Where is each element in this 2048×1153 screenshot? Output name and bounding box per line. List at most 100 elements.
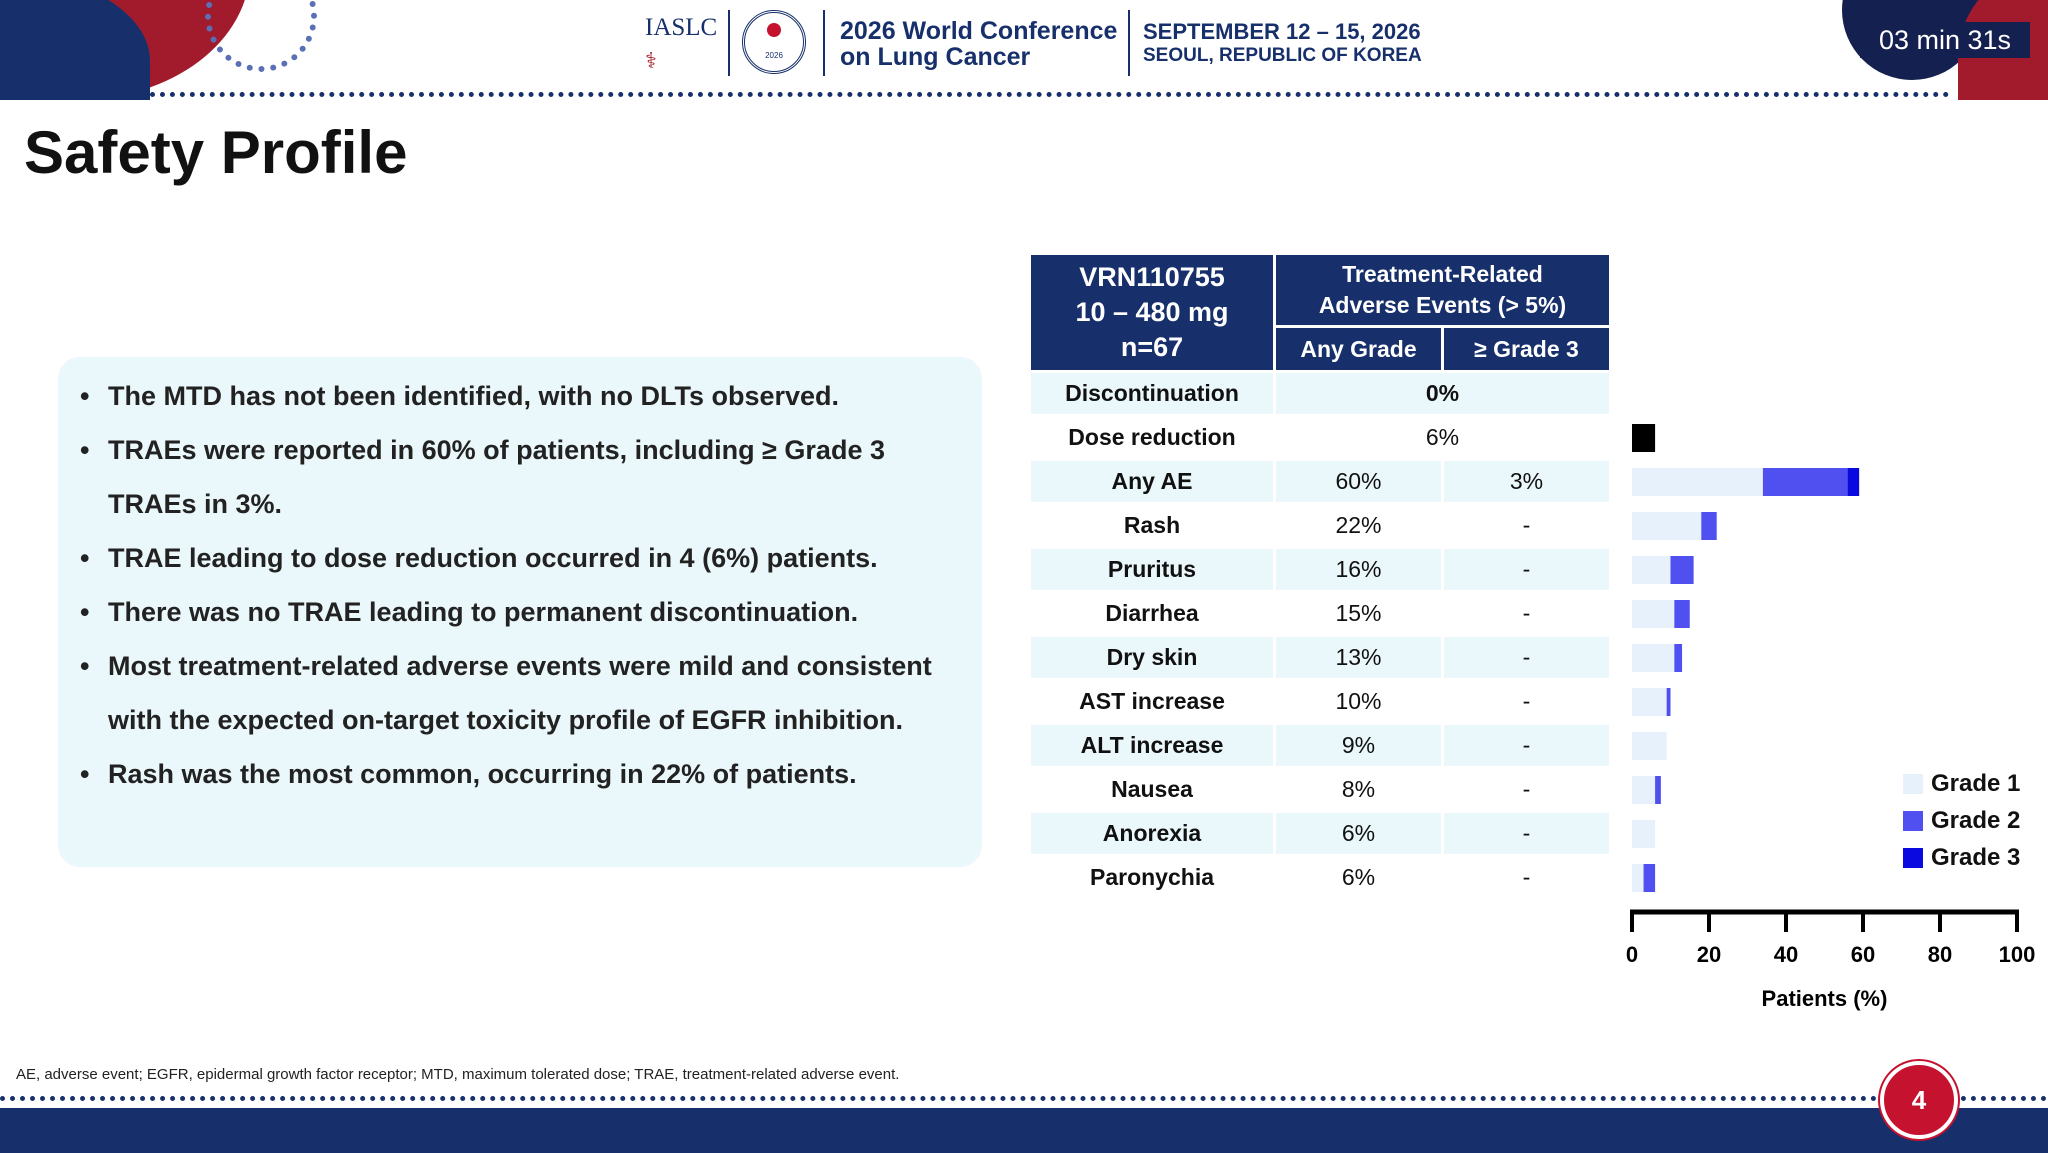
grade3-cell: - — [1522, 776, 1531, 802]
finding-bullet: There was no TRAE leading to permanent d… — [80, 585, 958, 639]
x-tick-label: 60 — [1851, 942, 1875, 967]
drug-sample-size: n=67 — [1120, 332, 1184, 362]
conference-title-line2: on Lung Cancer — [840, 43, 1031, 71]
header-divider — [823, 10, 825, 76]
conference-title: 2026 World Conference on Lung Cancer — [840, 18, 1117, 70]
conference-date-location: SEPTEMBER 12 – 15, 2026 SEOUL, REPUBLIC … — [1143, 20, 1422, 68]
abbreviations-footnote: AE, adverse event; EGFR, epidermal growt… — [16, 1066, 900, 1083]
slide-title: Safety Profile — [24, 119, 408, 186]
x-tick-label: 80 — [1928, 942, 1952, 967]
legend-swatch — [1903, 773, 1923, 794]
finding-bullet: TRAE leading to dose reduction occurred … — [80, 531, 958, 585]
grade3-cell: - — [1444, 549, 1609, 590]
any-grade-cell: 6% — [1341, 864, 1376, 890]
trae-header-line2: Adverse Events (> 5%) — [1318, 292, 1567, 318]
table-row: Nausea 8% - — [1031, 769, 1609, 810]
finding-bullet: Most treatment-related adverse events we… — [80, 639, 958, 747]
any-grade-cell: 15% — [1335, 600, 1382, 626]
row-label: Discontinuation — [1031, 373, 1273, 414]
any-grade-cell: 6% — [1276, 813, 1441, 854]
any-grade-cell: 8% — [1341, 776, 1376, 802]
bar-segment — [1632, 644, 1675, 672]
conference-title-line1: 2026 World Conference — [840, 17, 1118, 45]
bar-segment — [1632, 864, 1644, 892]
grade3-cell: - — [1522, 600, 1531, 626]
legend-swatch — [1903, 847, 1923, 868]
grade3-cell: - — [1444, 813, 1609, 854]
key-findings-box: The MTD has not been identified, with no… — [58, 357, 982, 867]
bar-segment — [1674, 644, 1683, 672]
bar-segment — [1632, 556, 1671, 584]
legend-swatch — [1903, 810, 1923, 831]
bar-segment — [1674, 600, 1690, 628]
legend-label: Grade 1 — [1931, 769, 2021, 797]
x-axis-label: Patients (%) — [1762, 986, 1888, 1011]
bar-segment — [1632, 688, 1667, 716]
trae-bar-chart: 0 20 40 60 80 100 Patients (%) — [1626, 424, 2036, 1011]
legend-item: Grade 1 — [1903, 765, 2020, 802]
table-row: Paronychia 6% - — [1031, 857, 1609, 898]
row-label: Any AE — [1031, 461, 1273, 502]
iaslc-logo: IASLC — [645, 14, 718, 41]
row-label: Paronychia — [1090, 864, 1214, 890]
row-label: Rash — [1123, 512, 1181, 538]
grade3-cell: - — [1444, 725, 1609, 766]
key-findings-list: The MTD has not been identified, with no… — [80, 369, 958, 801]
bar-segment — [1632, 424, 1656, 452]
bar-segment — [1632, 600, 1675, 628]
bar-segment — [1632, 512, 1702, 540]
row-label: AST increase — [1079, 688, 1225, 714]
bar-segment — [1701, 512, 1717, 540]
table-row: AST increase 10% - — [1031, 681, 1609, 722]
header-divider — [728, 10, 730, 76]
table-row: ALT increase 9% - — [1031, 725, 1609, 766]
table-row: Dose reduction 6% — [1031, 417, 1609, 458]
page-number-badge: 4 — [1880, 1061, 1958, 1139]
grade3-cell: - — [1522, 512, 1531, 538]
drug-dose-range: 10 – 480 mg — [1075, 297, 1229, 327]
bar-segment — [1643, 864, 1656, 892]
header-divider — [1128, 10, 1130, 76]
header-decoration-swirl — [205, 0, 317, 72]
table-row: Dry skin 13% - — [1031, 637, 1609, 678]
conference-seal-logo: 2026 — [742, 10, 806, 74]
legend-label: Grade 2 — [1931, 806, 2021, 834]
row-value: 0% — [1276, 373, 1609, 414]
seal-sun-icon — [767, 23, 781, 37]
finding-bullet: The MTD has not been identified, with no… — [80, 369, 958, 423]
lungs-icon: ⚕ — [645, 48, 657, 73]
bar-segment — [1655, 776, 1661, 804]
trae-header-line1: Treatment-Related — [1342, 261, 1543, 287]
any-grade-cell: 9% — [1276, 725, 1441, 766]
bar-segment — [1847, 468, 1860, 496]
row-label: Nausea — [1111, 776, 1193, 802]
legend-item: Grade 2 — [1903, 802, 2020, 839]
x-tick-label: 100 — [1999, 942, 2036, 967]
row-label: ALT increase — [1031, 725, 1273, 766]
seal-year: 2026 — [765, 51, 783, 60]
header-dotted-divider — [150, 92, 1950, 97]
x-tick-label: 40 — [1774, 942, 1798, 967]
legend-label: Grade 3 — [1931, 843, 2021, 871]
conference-header: IASLC ⚕ 2026 2026 World Conference on Lu… — [0, 0, 2048, 100]
finding-bullet: Rash was the most common, occurring in 2… — [80, 747, 958, 801]
any-grade-cell: 60% — [1276, 461, 1441, 502]
grade3-cell: - — [1522, 864, 1531, 890]
bar-segment — [1632, 468, 1763, 496]
any-grade-cell: 10% — [1335, 688, 1382, 714]
row-label: Dose reduction — [1068, 424, 1236, 450]
trae-group-header: Treatment-Related Adverse Events (> 5%) — [1276, 255, 1609, 325]
drug-header: VRN110755 10 – 480 mg n=67 — [1031, 255, 1273, 370]
bar-segment — [1762, 468, 1848, 496]
legend-item: Grade 3 — [1903, 839, 2020, 876]
row-label: Anorexia — [1031, 813, 1273, 854]
conference-location: SEOUL, REPUBLIC OF KOREA — [1143, 45, 1422, 66]
table-row: Rash 22% - — [1031, 505, 1609, 546]
any-grade-cell: 13% — [1276, 637, 1441, 678]
drug-name: VRN110755 — [1079, 262, 1225, 292]
any-grade-header: Any Grade — [1276, 328, 1441, 370]
chart-legend: Grade 1 Grade 2 Grade 3 — [1903, 765, 2020, 876]
footer-dotted-divider — [0, 1096, 2048, 1101]
finding-bullet: TRAEs were reported in 60% of patients, … — [80, 423, 958, 531]
bar-segment — [1632, 776, 1656, 804]
